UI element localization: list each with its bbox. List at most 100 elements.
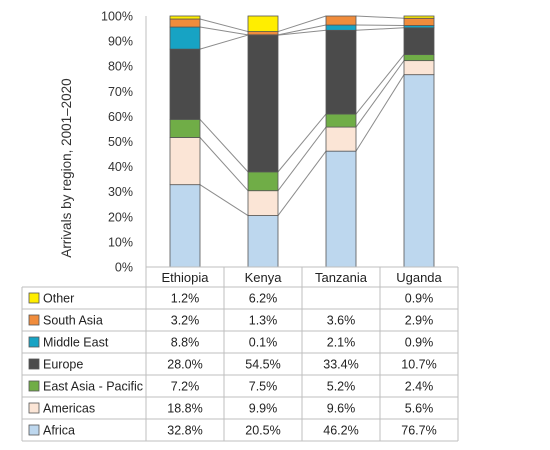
data-label: 5.2%: [327, 380, 356, 394]
bar-segment: [169, 184, 201, 268]
y-tick-label: 90%: [108, 35, 133, 49]
y-tick-label: 0%: [115, 261, 133, 275]
bar-segment: [325, 113, 357, 128]
data-label: 3.2%: [171, 314, 200, 328]
bar-segment: [247, 171, 279, 192]
y-tick-label: 60%: [108, 110, 133, 124]
data-label: 1.2%: [171, 292, 200, 306]
bars: [169, 15, 435, 268]
y-tick-label: 20%: [108, 210, 133, 224]
y-axis: 0% 10% 20% 30% 40% 50% 60% 70% 80% 90% 100%: [101, 10, 133, 275]
data-label: 18.8%: [167, 402, 202, 416]
series-line: [199, 184, 249, 216]
data-label: 0.9%: [405, 292, 434, 306]
data-label: 9.9%: [249, 402, 278, 416]
series-line: [199, 18, 249, 33]
legend-swatch: [28, 380, 40, 392]
legend-label: Europe: [43, 358, 83, 372]
bar-segment: [169, 15, 201, 20]
legend-label: East Asia - Pacific: [43, 380, 143, 394]
bar-segment: [247, 215, 279, 268]
bar-segment: [325, 126, 357, 152]
series-line: [355, 27, 405, 31]
legend-swatch: [28, 358, 40, 370]
bar-segment: [403, 15, 435, 19]
bar-segment: [247, 34, 279, 173]
series-line: [199, 26, 249, 36]
data-label: 5.6%: [405, 402, 434, 416]
data-label: 33.4%: [323, 358, 358, 372]
legend-swatch: [28, 292, 40, 304]
bar-segment: [247, 190, 279, 216]
legend-swatch: [28, 314, 40, 326]
data-label: 46.2%: [323, 424, 358, 438]
bar-segment: [325, 150, 357, 268]
series-connector-lines: [199, 15, 405, 216]
data-label: 0.1%: [249, 336, 278, 350]
data-label: 2.1%: [327, 336, 356, 350]
data-label: 32.8%: [167, 424, 202, 438]
series-line: [355, 60, 405, 128]
y-tick-label: 100%: [101, 10, 133, 24]
bar-segment: [169, 48, 201, 120]
bar-segment: [169, 119, 201, 138]
data-label: 28.0%: [167, 358, 202, 372]
series-line: [277, 29, 327, 36]
data-label: 3.6%: [327, 314, 356, 328]
y-tick-label: 10%: [108, 235, 133, 249]
bar-segment: [169, 18, 201, 28]
data-label: 7.2%: [171, 380, 200, 394]
y-tick-label: 50%: [108, 135, 133, 149]
series-line: [277, 15, 327, 33]
bar-segment: [403, 74, 435, 268]
x-category-label: Tanzania: [315, 270, 368, 285]
data-label: 20.5%: [245, 424, 280, 438]
x-category-label: Uganda: [396, 270, 442, 285]
series-line: [277, 113, 327, 173]
data-label: 2.9%: [405, 314, 434, 328]
data-label: 0.9%: [405, 336, 434, 350]
data-label: 76.7%: [401, 424, 436, 438]
bar-segment: [325, 15, 357, 26]
x-category-label: Ethiopia: [162, 270, 210, 285]
bar-segment: [403, 60, 435, 76]
series-line: [277, 126, 327, 191]
legend-swatch: [28, 424, 40, 436]
legend-label: Africa: [43, 424, 75, 438]
bar-segment: [325, 29, 357, 115]
bar-segment: [403, 27, 435, 56]
data-table: Ethiopia Kenya Tanzania Uganda Other 1.2% 6.2%…: [21, 266, 459, 442]
data-label: 6.2%: [249, 292, 278, 306]
series-line: [355, 15, 405, 19]
y-axis-title: Arrivals by region, 2001–2020: [59, 78, 74, 257]
data-label: 54.5%: [245, 358, 280, 372]
series-line: [277, 24, 327, 36]
data-label: 2.4%: [405, 380, 434, 394]
bar-segment: [247, 31, 279, 36]
series-line: [355, 24, 405, 27]
bar-segment: [403, 54, 435, 62]
data-label: 1.3%: [249, 314, 278, 328]
legend-label: Other: [43, 292, 74, 306]
series-line: [277, 150, 327, 216]
legend-swatch: [28, 336, 40, 348]
bar-segment: [169, 26, 201, 50]
y-tick-label: 40%: [108, 160, 133, 174]
data-label: 7.5%: [249, 380, 278, 394]
bar-segment: [325, 24, 357, 31]
series-line: [199, 137, 249, 192]
legend-label: Americas: [43, 402, 95, 416]
legend-swatch: [28, 402, 40, 414]
bar-segment: [403, 17, 435, 26]
data-label: 10.7%: [401, 358, 436, 372]
x-category-label: Kenya: [245, 270, 283, 285]
series-line: [199, 34, 249, 50]
y-tick-label: 30%: [108, 185, 133, 199]
y-tick-label: 70%: [108, 85, 133, 99]
bar-segment: [247, 15, 279, 32]
data-label: 8.8%: [171, 336, 200, 350]
series-line: [355, 74, 405, 152]
bar-segment: [169, 137, 201, 186]
series-line: [355, 54, 405, 115]
